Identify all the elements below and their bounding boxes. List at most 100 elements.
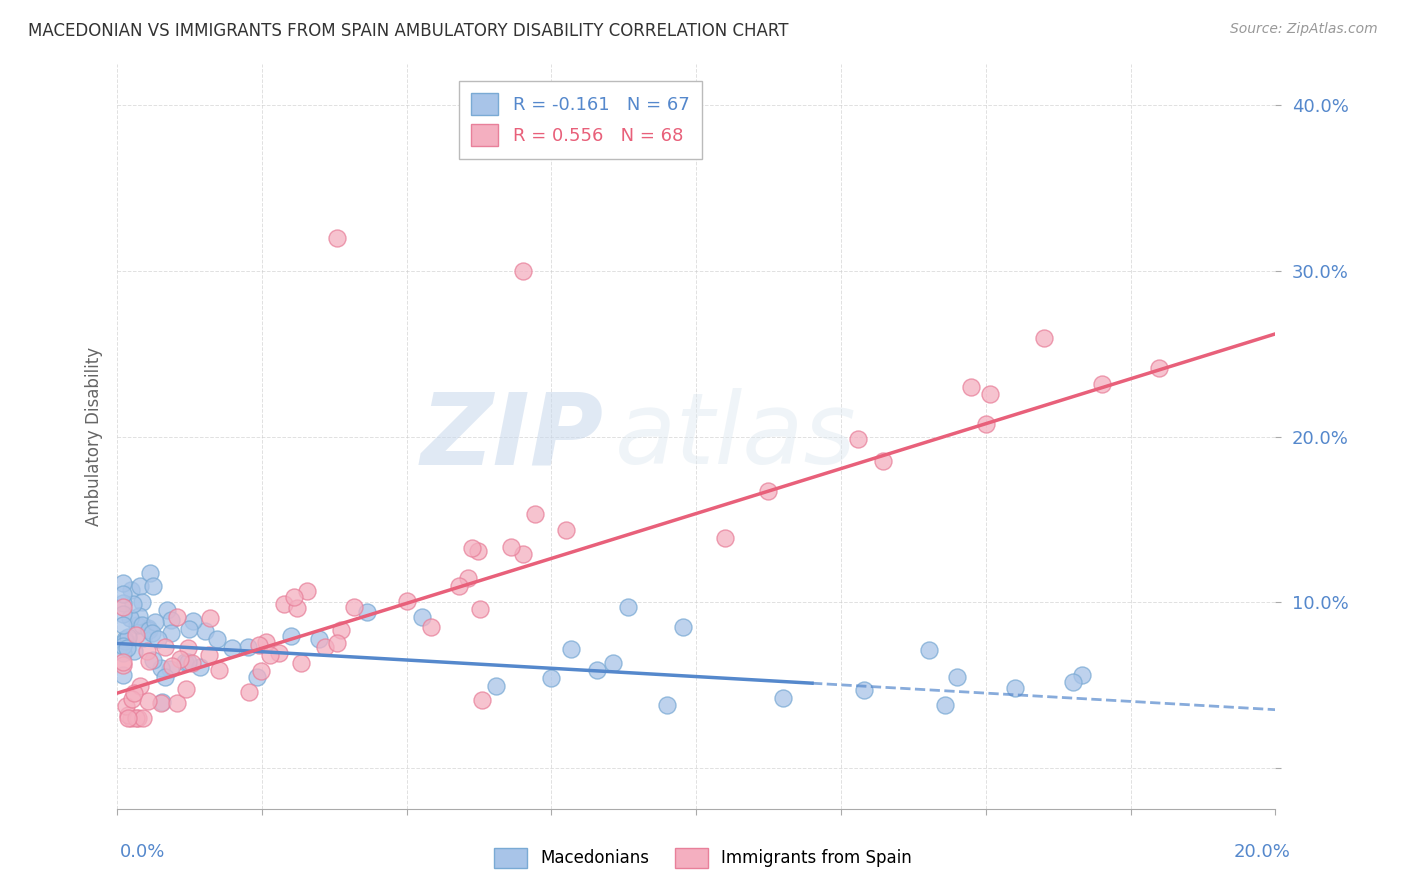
- Point: [280, 630, 302, 644]
- Point: [343, 600, 366, 615]
- Point: [468, 602, 491, 616]
- Point: [111, 596, 134, 610]
- Text: 20.0%: 20.0%: [1234, 843, 1291, 861]
- Point: [471, 692, 494, 706]
- Point: [586, 663, 609, 677]
- Point: [149, 661, 172, 675]
- Point: [1032, 331, 1054, 345]
- Point: [554, 523, 576, 537]
- Point: [160, 613, 183, 627]
- Point: [155, 670, 177, 684]
- Point: [960, 380, 983, 394]
- Point: [1062, 674, 1084, 689]
- Point: [250, 664, 273, 678]
- Point: [485, 679, 508, 693]
- Point: [121, 691, 143, 706]
- Point: [1090, 377, 1112, 392]
- Legend: R = -0.161   N = 67, R = 0.556   N = 68: R = -0.161 N = 67, R = 0.556 N = 68: [458, 80, 702, 159]
- Point: [467, 544, 489, 558]
- Point: [111, 618, 134, 632]
- Point: [114, 634, 136, 648]
- Point: [155, 640, 177, 654]
- Point: [290, 657, 312, 671]
- Point: [117, 631, 139, 645]
- Point: [138, 623, 160, 637]
- Point: [117, 711, 139, 725]
- Point: [979, 386, 1001, 401]
- Point: [131, 594, 153, 608]
- Point: [852, 683, 875, 698]
- Point: [934, 698, 956, 712]
- Point: [246, 670, 269, 684]
- Point: [111, 668, 134, 682]
- Point: [499, 540, 522, 554]
- Point: [181, 615, 204, 629]
- Point: [122, 686, 145, 700]
- Point: [169, 651, 191, 665]
- Point: [221, 641, 243, 656]
- Point: [131, 632, 153, 646]
- Point: [194, 624, 217, 638]
- Point: [132, 711, 155, 725]
- Point: [269, 646, 291, 660]
- Point: [148, 632, 170, 646]
- Point: [150, 695, 173, 709]
- Point: [273, 597, 295, 611]
- Point: [918, 643, 941, 657]
- Point: [117, 707, 139, 722]
- Point: [188, 660, 211, 674]
- Point: [297, 584, 319, 599]
- Point: [125, 628, 148, 642]
- Point: [114, 632, 136, 646]
- Point: [174, 682, 197, 697]
- Text: MACEDONIAN VS IMMIGRANTS FROM SPAIN AMBULATORY DISABILITY CORRELATION CHART: MACEDONIAN VS IMMIGRANTS FROM SPAIN AMBU…: [28, 22, 789, 40]
- Point: [174, 655, 197, 669]
- Point: [457, 570, 479, 584]
- Point: [142, 579, 165, 593]
- Point: [411, 610, 433, 624]
- Point: [138, 621, 160, 635]
- Text: atlas: atlas: [616, 388, 856, 485]
- Point: [129, 680, 152, 694]
- Point: [198, 648, 221, 662]
- Point: [122, 644, 145, 658]
- Point: [356, 605, 378, 619]
- Point: [143, 615, 166, 629]
- Text: Source: ZipAtlas.com: Source: ZipAtlas.com: [1230, 22, 1378, 37]
- Point: [131, 618, 153, 632]
- Point: [118, 611, 141, 625]
- Point: [512, 264, 534, 278]
- Point: [138, 654, 160, 668]
- Point: [177, 655, 200, 669]
- Point: [540, 672, 562, 686]
- Point: [238, 685, 260, 699]
- Point: [447, 579, 470, 593]
- Point: [1149, 360, 1171, 375]
- Point: [872, 454, 894, 468]
- Point: [142, 653, 165, 667]
- Point: [138, 566, 160, 581]
- Point: [128, 609, 150, 624]
- Legend: Macedonians, Immigrants from Spain: Macedonians, Immigrants from Spain: [488, 841, 918, 875]
- Point: [772, 691, 794, 706]
- Point: [314, 640, 336, 655]
- Point: [111, 607, 134, 621]
- Text: ZIP: ZIP: [420, 388, 603, 485]
- Point: [111, 600, 134, 615]
- Point: [617, 600, 640, 615]
- Point: [149, 696, 172, 710]
- Point: [181, 656, 204, 670]
- Point: [672, 620, 695, 634]
- Point: [200, 611, 222, 625]
- Point: [111, 646, 134, 660]
- Point: [125, 711, 148, 725]
- Point: [111, 576, 134, 591]
- Point: [156, 603, 179, 617]
- Point: [127, 617, 149, 632]
- Point: [121, 597, 143, 611]
- Point: [756, 484, 779, 499]
- Point: [326, 635, 349, 649]
- Point: [256, 635, 278, 649]
- Point: [177, 622, 200, 636]
- Point: [560, 642, 582, 657]
